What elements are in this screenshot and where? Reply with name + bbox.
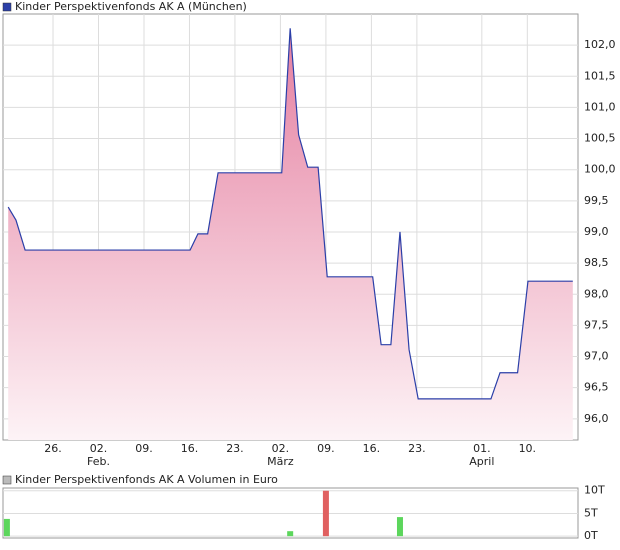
x-tick-label: 09. bbox=[317, 442, 335, 455]
line bbox=[7, 28, 573, 400]
x-month-label: April bbox=[469, 455, 494, 468]
y-tick-label: 99,0 bbox=[584, 225, 609, 238]
x-tick-label: 10. bbox=[519, 442, 537, 455]
y-tick-label: 97,0 bbox=[584, 350, 609, 363]
x-tick-label: 23. bbox=[408, 442, 426, 455]
bar bbox=[287, 531, 294, 537]
x-month-label: Feb. bbox=[87, 455, 110, 468]
area bbox=[8, 28, 573, 441]
y-tick-label: 100,0 bbox=[584, 163, 616, 176]
y-tick-label: 98,5 bbox=[584, 256, 609, 269]
y-tick-label: 99,5 bbox=[584, 194, 609, 207]
y-tick-label: 102,0 bbox=[584, 38, 616, 51]
y-tick-label: 98,0 bbox=[584, 287, 609, 300]
y-tick-label: 5T bbox=[584, 506, 598, 519]
y-tick-label: 96,5 bbox=[584, 381, 609, 394]
x-tick-label: 16. bbox=[363, 442, 381, 455]
chart-title: Kinder Perspektivenfonds AK A Volumen in… bbox=[15, 473, 278, 486]
x-month-label: März bbox=[267, 455, 294, 468]
bar bbox=[322, 490, 329, 537]
y-tick-label: 0T bbox=[584, 529, 598, 542]
x-tick-label: 26. bbox=[44, 442, 62, 455]
legend-swatch bbox=[2, 2, 12, 12]
chart-title: Kinder Perspektivenfonds AK A (München) bbox=[15, 0, 247, 13]
x-tick-label: 01. bbox=[473, 442, 491, 455]
y-tick-label: 100,5 bbox=[584, 132, 616, 145]
bar bbox=[3, 518, 10, 537]
x-tick-label: 02. bbox=[90, 442, 108, 455]
x-tick-label: 23. bbox=[226, 442, 244, 455]
y-tick-label: 101,0 bbox=[584, 100, 616, 113]
bar bbox=[396, 517, 403, 537]
y-tick-label: 96,0 bbox=[584, 412, 609, 425]
x-tick-label: 09. bbox=[135, 442, 153, 455]
y-tick-label: 10T bbox=[584, 484, 605, 497]
x-tick-label: 02. bbox=[272, 442, 290, 455]
y-tick-label: 101,5 bbox=[584, 69, 616, 82]
y-tick-label: 97,5 bbox=[584, 318, 609, 331]
legend-swatch bbox=[2, 475, 12, 485]
x-tick-label: 16. bbox=[181, 442, 199, 455]
